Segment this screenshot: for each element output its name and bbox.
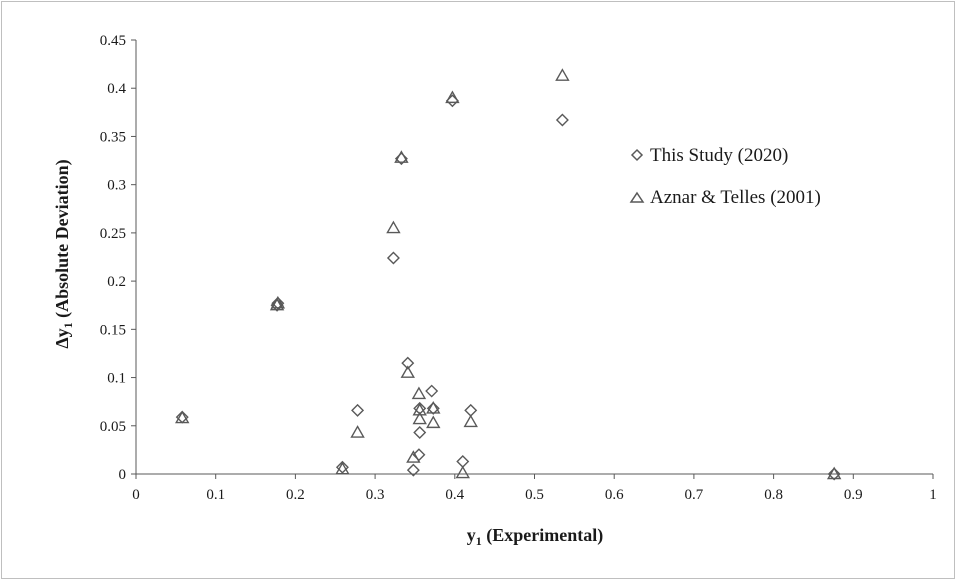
x-tick-label: 0.3 bbox=[366, 487, 385, 503]
diamond-point-this-study bbox=[401, 356, 415, 370]
y-tick-label: 0.3 bbox=[107, 178, 126, 194]
triangle-point-aznar-telles bbox=[455, 465, 470, 479]
y-tick-label: 0.25 bbox=[100, 226, 126, 242]
triangle-point-aznar-telles bbox=[445, 90, 460, 104]
plot-area bbox=[135, 40, 933, 475]
diamond-marker-icon bbox=[630, 148, 644, 162]
legend-item-this-study: This Study (2020) bbox=[630, 145, 788, 166]
y-tick-label: 0.1 bbox=[107, 371, 126, 387]
x-tick-label: 0.7 bbox=[685, 487, 704, 503]
triangle-point-aznar-telles bbox=[411, 386, 427, 400]
triangle-point-aznar-telles bbox=[412, 411, 427, 425]
x-tick-label: 0.4 bbox=[445, 487, 464, 503]
triangle-point-aznar-telles bbox=[335, 461, 350, 475]
triangle-point-aznar-telles bbox=[386, 220, 401, 234]
y-axis-title: Δy1 (Absolute Deviation) bbox=[52, 159, 75, 348]
diamond-point-this-study bbox=[555, 113, 569, 127]
legend-item-aznar-telles: Aznar & Telles (2001) bbox=[629, 187, 821, 208]
triangle-point-aznar-telles bbox=[350, 425, 365, 438]
legend: This Study (2020) Aznar & Telles (2001) bbox=[629, 145, 821, 208]
x-tick-label: 0.8 bbox=[764, 487, 783, 503]
triangle-point-aznar-telles bbox=[426, 401, 441, 414]
diamond-point-this-study bbox=[456, 454, 470, 468]
triangle-point-aznar-telles bbox=[412, 402, 427, 416]
data-points bbox=[175, 68, 842, 481]
legend-label: Aznar & Telles (2001) bbox=[650, 187, 821, 208]
diamond-point-this-study bbox=[827, 467, 841, 481]
diamond-point-this-study bbox=[406, 463, 420, 477]
x-axis-title: y1 (Experimental) bbox=[467, 525, 603, 548]
triangle-point-aznar-telles bbox=[400, 365, 415, 378]
legend-label: This Study (2020) bbox=[650, 145, 788, 166]
diamond-point-this-study bbox=[351, 403, 365, 417]
diamond-point-this-study bbox=[426, 401, 440, 415]
triangle-point-aznar-telles bbox=[426, 415, 441, 429]
x-tick-label: 0.6 bbox=[605, 487, 624, 503]
x-tick-label: 0 bbox=[132, 487, 140, 503]
diamond-point-this-study bbox=[386, 251, 400, 265]
y-tick-label: 0.15 bbox=[100, 322, 126, 338]
x-tick-label: 0.1 bbox=[206, 487, 225, 503]
x-tick-label: 1 bbox=[929, 487, 937, 503]
diamond-point-this-study bbox=[445, 94, 459, 108]
triangle-point-aznar-telles bbox=[406, 450, 421, 463]
diamond-point-this-study bbox=[271, 296, 285, 310]
y-tick-label: 0.35 bbox=[100, 129, 126, 145]
triangle-point-aznar-telles bbox=[175, 410, 190, 424]
diamond-point-this-study bbox=[425, 384, 439, 398]
x-tick-label: 0.9 bbox=[844, 487, 863, 503]
triangle-point-aznar-telles bbox=[463, 414, 478, 428]
y-tick-label: 0 bbox=[119, 467, 127, 483]
triangle-point-aznar-telles bbox=[826, 466, 842, 480]
y-tick-label: 0.05 bbox=[100, 419, 126, 435]
y-tick-label: 0.4 bbox=[107, 81, 126, 97]
triangle-point-aznar-telles bbox=[270, 295, 286, 309]
x-tick-label: 0.5 bbox=[525, 487, 544, 503]
y-tick-label: 0.2 bbox=[107, 274, 126, 290]
triangle-point-aznar-telles bbox=[394, 150, 409, 163]
x-tick-label: 0.2 bbox=[286, 487, 305, 503]
diamond-point-this-study bbox=[464, 403, 478, 417]
diamond-point-this-study bbox=[335, 460, 349, 474]
axis-ticks: 0 0.1 0.2 0.3 0.4 0.5 0.6 0.7 0.8 0.9 1 0 0.05 0.1 0.1… bbox=[100, 33, 937, 503]
diamond-point-this-study bbox=[413, 426, 427, 440]
y-tick-label: 0.45 bbox=[100, 33, 126, 49]
triangle-marker-icon bbox=[629, 191, 645, 203]
triangle-point-aznar-telles bbox=[555, 68, 570, 81]
